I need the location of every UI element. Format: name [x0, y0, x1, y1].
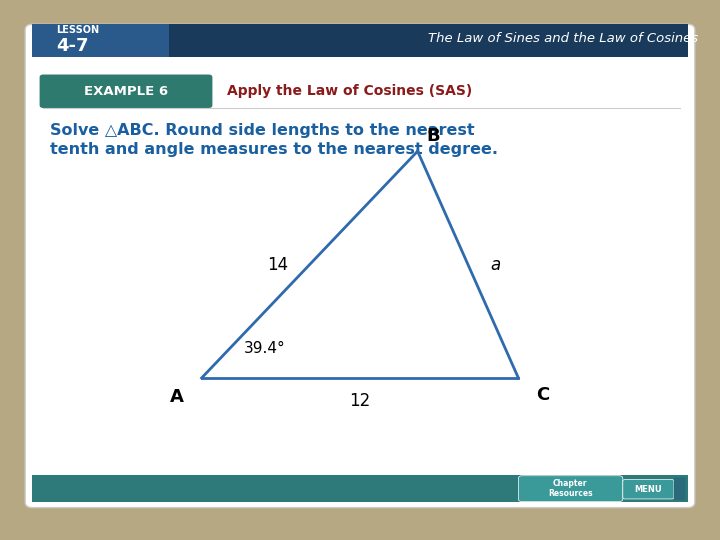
FancyBboxPatch shape: [623, 480, 674, 499]
Text: 39.4°: 39.4°: [243, 341, 285, 356]
Text: C: C: [536, 386, 549, 404]
Text: Chapter
Resources: Chapter Resources: [548, 479, 593, 498]
Text: a: a: [490, 255, 500, 274]
FancyBboxPatch shape: [32, 24, 169, 57]
FancyBboxPatch shape: [518, 476, 623, 502]
Text: A: A: [170, 388, 184, 406]
FancyBboxPatch shape: [32, 475, 688, 502]
Text: LESSON: LESSON: [56, 25, 99, 35]
Text: 4-7: 4-7: [56, 37, 89, 56]
Text: MENU: MENU: [634, 485, 662, 494]
Text: 14: 14: [266, 255, 288, 274]
Text: B: B: [426, 127, 440, 145]
FancyBboxPatch shape: [25, 24, 695, 508]
Text: EXAMPLE 6: EXAMPLE 6: [84, 85, 168, 98]
FancyBboxPatch shape: [32, 24, 688, 57]
Text: Apply the Law of Cosines (SAS): Apply the Law of Cosines (SAS): [227, 84, 472, 98]
Text: Solve △ABC. Round side lengths to the nearest: Solve △ABC. Round side lengths to the ne…: [50, 123, 475, 138]
Text: tenth and angle measures to the nearest degree.: tenth and angle measures to the nearest …: [50, 142, 498, 157]
Text: 12: 12: [349, 392, 371, 410]
Text: The Law of Sines and the Law of Cosines: The Law of Sines and the Law of Cosines: [428, 32, 698, 45]
FancyBboxPatch shape: [674, 477, 685, 500]
FancyBboxPatch shape: [40, 75, 212, 108]
